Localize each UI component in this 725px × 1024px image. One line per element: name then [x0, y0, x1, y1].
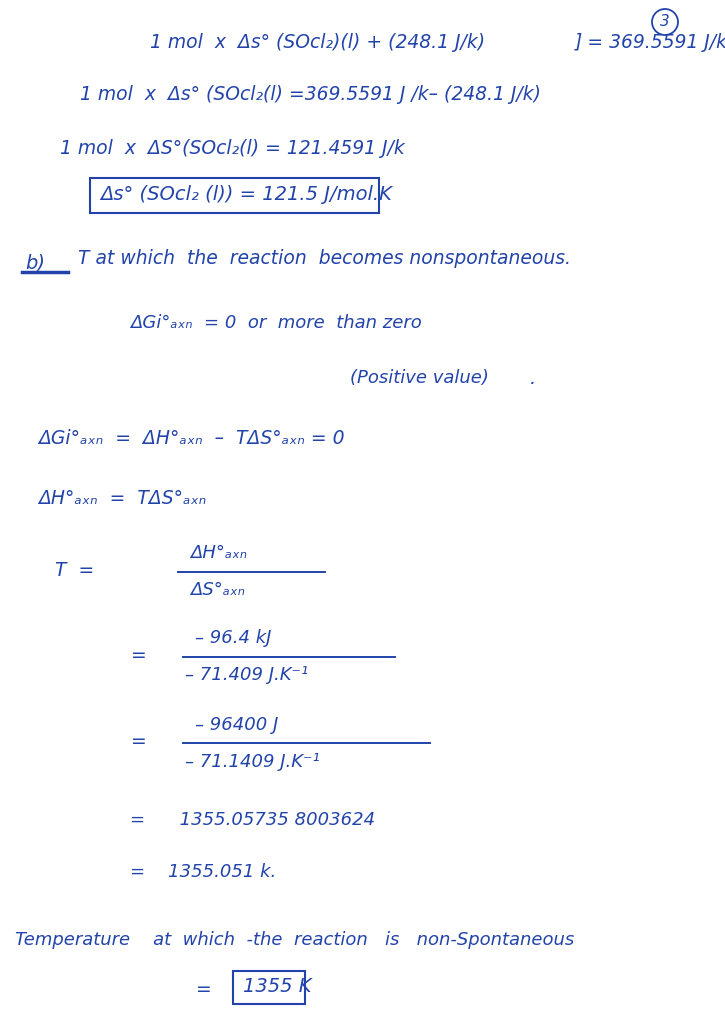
Text: ΔH°ₐₓₙ: ΔH°ₐₓₙ: [190, 544, 247, 562]
Text: =    1355.051 k.: = 1355.051 k.: [130, 863, 276, 881]
Text: 1 mol  x  Δs° (SOcl₂(l) =369.5591 J /k– (248.1 J/k): 1 mol x Δs° (SOcl₂(l) =369.5591 J /k– (2…: [80, 85, 541, 104]
Text: – 96.4 kJ: – 96.4 kJ: [195, 629, 271, 647]
Text: =: =: [130, 732, 146, 752]
Text: 1355 K: 1355 K: [243, 978, 312, 996]
Text: Temperature    at  which  -the  reaction   is   non-Spontaneous: Temperature at which -the reaction is no…: [15, 931, 574, 949]
Text: ] = 369.5591 J/k: ] = 369.5591 J/k: [575, 33, 725, 51]
Text: – 71.409 J.K⁻¹: – 71.409 J.K⁻¹: [185, 666, 308, 684]
Text: – 96400 J: – 96400 J: [195, 716, 278, 734]
Text: ΔH°ₐₓₙ  =  TΔS°ₐₓₙ: ΔH°ₐₓₙ = TΔS°ₐₓₙ: [38, 488, 206, 508]
Text: T at which  the  reaction  becomes nonspontaneous.: T at which the reaction becomes nonspont…: [78, 249, 571, 267]
Text: ΔS°ₐₓₙ: ΔS°ₐₓₙ: [190, 581, 245, 599]
Text: 1 mol  x  ΔS°(SOcl₂(l) = 121.4591 J/k: 1 mol x ΔS°(SOcl₂(l) = 121.4591 J/k: [60, 138, 405, 158]
Text: T  =: T =: [55, 560, 94, 580]
Text: ΔGi°ₐₓₙ  =  ΔH°ₐₓₙ  –  TΔS°ₐₓₙ = 0: ΔGi°ₐₓₙ = ΔH°ₐₓₙ – TΔS°ₐₓₙ = 0: [38, 428, 344, 447]
Text: (Positive value): (Positive value): [350, 369, 489, 387]
Text: ΔGi°ₐₓₙ  = 0  or  more  than zero: ΔGi°ₐₓₙ = 0 or more than zero: [130, 314, 422, 332]
Text: =      1355.05735 8003624: = 1355.05735 8003624: [130, 811, 375, 829]
Text: =: =: [195, 981, 211, 999]
Text: – 71.1409 J.K⁻¹: – 71.1409 J.K⁻¹: [185, 753, 320, 771]
Text: 1 mol  x  Δs° (SOcl₂)(l) + (248.1 J/k): 1 mol x Δs° (SOcl₂)(l) + (248.1 J/k): [150, 33, 485, 51]
Text: 3: 3: [660, 14, 670, 30]
Text: b): b): [25, 254, 45, 272]
Text: Δs° (SOcl₂ (l)) = 121.5 J/mol.K: Δs° (SOcl₂ (l)) = 121.5 J/mol.K: [100, 185, 392, 205]
Text: =: =: [130, 645, 146, 665]
Text: .: .: [530, 369, 536, 387]
